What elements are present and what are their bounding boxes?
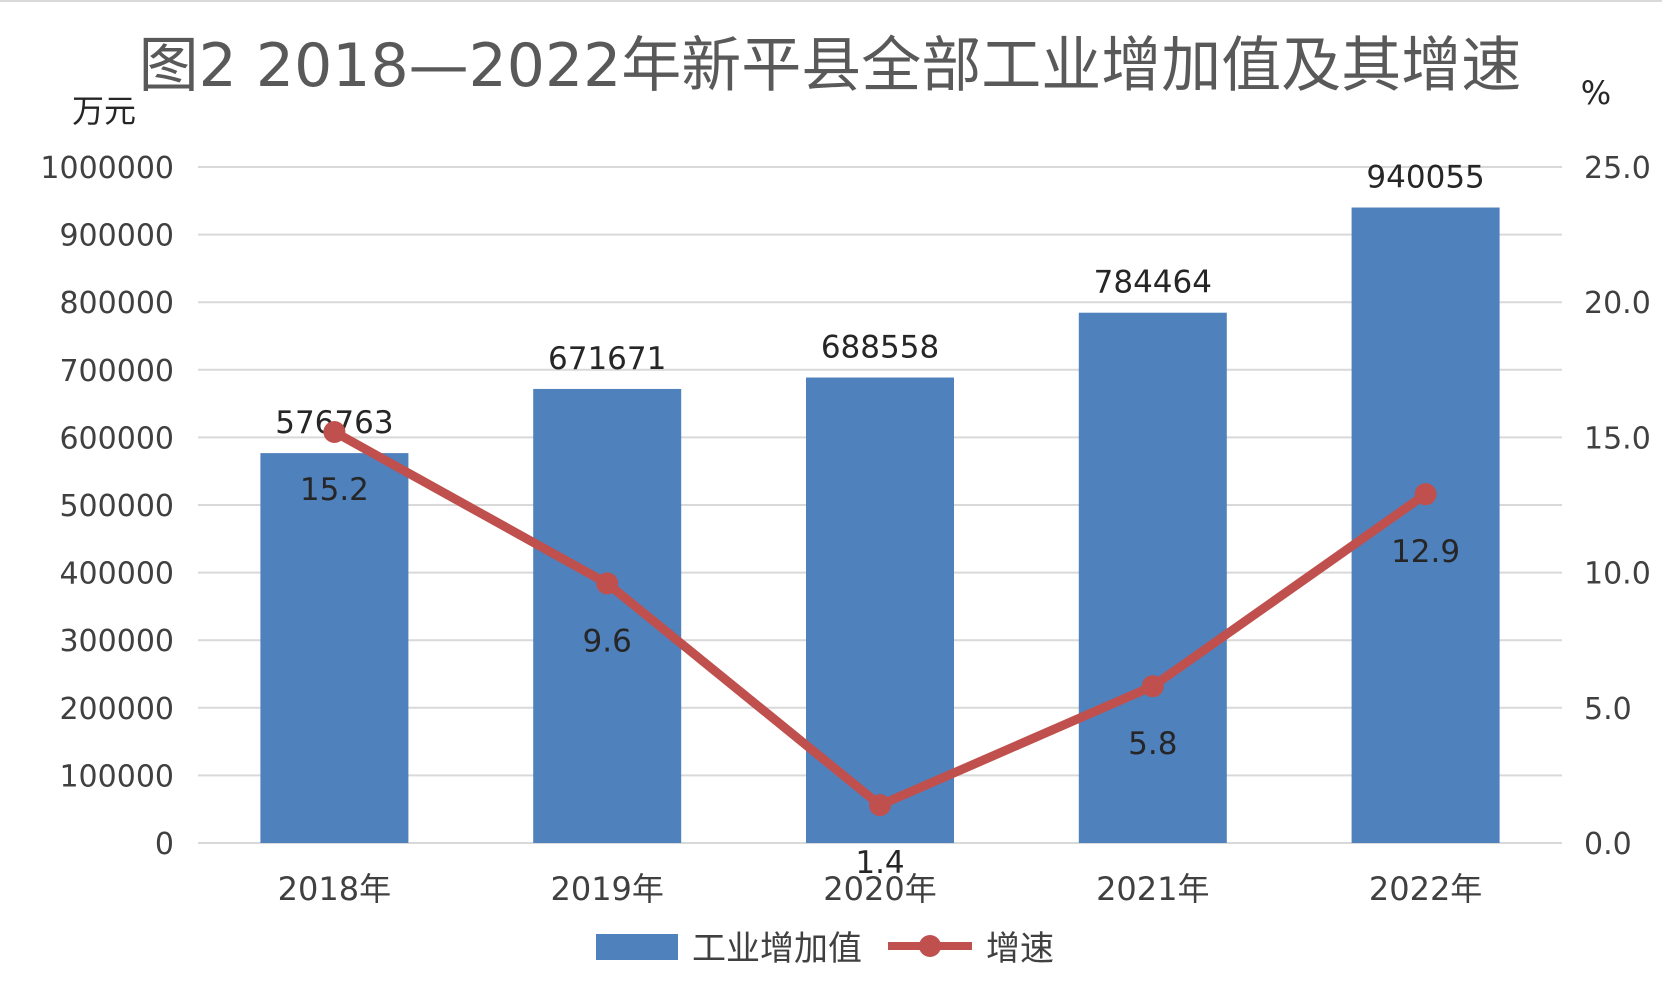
right-axis-ticks: 0.0 5.0 10.0 15.0 20.0 25.0 — [1584, 151, 1651, 862]
line-data-label: 12.9 — [1391, 534, 1460, 570]
left-axis-tick-label: 200000 — [59, 692, 174, 727]
line-series — [323, 420, 1437, 817]
line-data-label: 9.6 — [583, 623, 632, 659]
left-axis-tick-label: 0 — [155, 827, 174, 862]
right-axis-tick-label: 10.0 — [1584, 557, 1651, 592]
x-axis-tick-label: 2020年 — [823, 870, 936, 908]
right-axis-tick-label: 0.0 — [1584, 827, 1632, 862]
bar-data-label: 671671 — [548, 341, 666, 377]
line-point — [1141, 675, 1164, 698]
legend: 工业增加值 增速 — [596, 929, 1054, 969]
left-axis-ticks: 0 100000 200000 300000 400000 500000 600000 700… — [40, 151, 174, 862]
x-axis-tick-label: 2019年 — [550, 870, 663, 908]
bar — [806, 377, 954, 843]
left-axis-tick-label: 800000 — [59, 286, 174, 321]
line-data-label: 15.2 — [300, 472, 369, 508]
bar — [533, 388, 682, 843]
legend-bar-swatch — [596, 934, 678, 960]
x-axis-tick-label: 2022年 — [1369, 870, 1482, 908]
left-axis-tick-label: 500000 — [59, 489, 174, 524]
left-axis-tick-label: 300000 — [59, 624, 174, 659]
bar-data-label: 940055 — [1366, 160, 1484, 196]
x-axis-ticks: 2018年 2019年 2020年 2021年 2022年 — [278, 870, 1483, 908]
line-data-label: 5.8 — [1128, 726, 1177, 762]
bar — [1078, 312, 1227, 843]
legend-bar-label: 工业增加值 — [692, 929, 862, 969]
legend-line-marker — [919, 935, 941, 957]
line-data-label: 1.4 — [855, 845, 904, 881]
right-axis-tick-label: 25.0 — [1584, 151, 1651, 186]
bar — [260, 453, 409, 843]
x-axis-tick-label: 2021年 — [1096, 870, 1209, 908]
bar-data-labels: 576763671671688558784464940055 — [275, 160, 1485, 442]
line-data-labels: 15.2 9.6 1.4 5.8 12.9 — [300, 472, 1460, 881]
left-axis-unit: 万元 — [72, 92, 136, 130]
bar-data-label: 688558 — [821, 330, 939, 366]
left-axis-tick-label: 1000000 — [40, 151, 174, 186]
left-axis-tick-label: 700000 — [59, 354, 174, 389]
line-point — [596, 572, 619, 595]
right-axis-tick-label: 20.0 — [1584, 286, 1651, 321]
bar-data-label: 784464 — [1094, 265, 1212, 301]
line-point — [1414, 483, 1437, 506]
right-axis-tick-label: 5.0 — [1584, 692, 1632, 727]
left-axis-tick-label: 100000 — [59, 759, 174, 794]
line-point — [869, 794, 891, 817]
left-axis-tick-label: 400000 — [59, 557, 174, 592]
right-axis-tick-label: 15.0 — [1584, 421, 1651, 456]
left-axis-tick-label: 600000 — [59, 421, 174, 456]
legend-line-label: 增速 — [986, 929, 1054, 969]
right-axis-unit: % — [1581, 74, 1611, 112]
x-axis-tick-label: 2018年 — [278, 870, 391, 908]
line-point — [323, 420, 346, 443]
chart-title: 图2 2018—2022年新平县全部工业增加值及其增速 — [139, 31, 1522, 101]
left-axis-tick-label: 900000 — [59, 219, 174, 254]
